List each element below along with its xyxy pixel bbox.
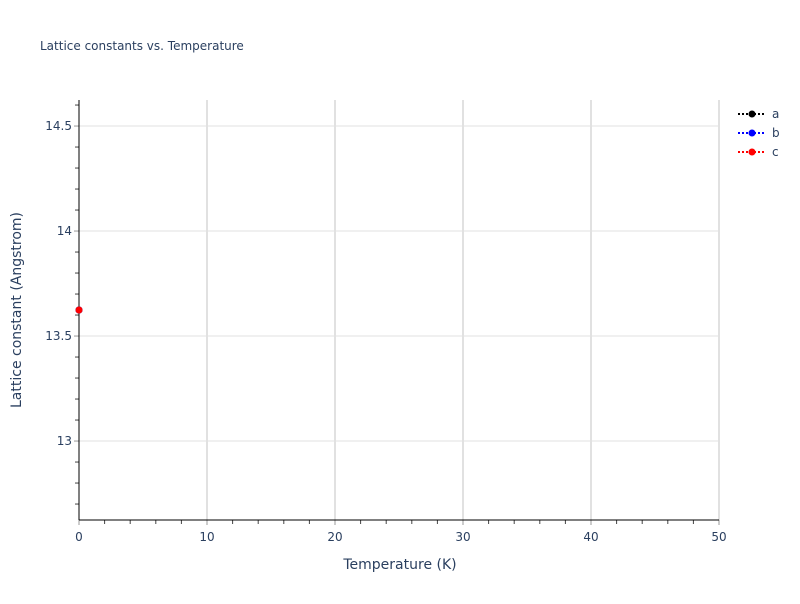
x-axis-label: Temperature (K)	[342, 557, 456, 573]
legend-item-b: b	[738, 126, 780, 140]
legend-item-a: a	[738, 107, 779, 121]
legend-label: b	[772, 126, 780, 140]
y-tick-label: 13.5	[45, 329, 72, 343]
x-tick-label: 20	[327, 530, 342, 544]
x-tick-label: 50	[711, 530, 726, 544]
data-point	[75, 306, 83, 314]
x-tick-label: 30	[455, 530, 470, 544]
series-c	[75, 306, 83, 314]
x-tick-label: 10	[199, 530, 214, 544]
legend[interactable]: abc	[738, 107, 780, 159]
y-tick-label: 14	[57, 224, 72, 238]
x-tick-label: 40	[583, 530, 598, 544]
x-tick-label: 0	[75, 530, 83, 544]
legend-marker	[748, 110, 756, 118]
legend-marker	[748, 148, 756, 156]
chart-title: Lattice constants vs. Temperature	[40, 39, 244, 53]
y-tick-label: 14.5	[45, 119, 72, 133]
y-tick-label: 13	[57, 434, 72, 448]
legend-item-c: c	[738, 145, 779, 159]
legend-marker	[748, 129, 756, 137]
y-axis-label: Lattice constant (Angstrom)	[9, 212, 25, 408]
axes: 0 10 20 30 40 50 13 13.5 14 14.5	[45, 100, 727, 544]
legend-label: a	[772, 107, 779, 121]
legend-label: c	[772, 145, 779, 159]
grid	[79, 100, 720, 520]
data-marks	[75, 306, 83, 314]
